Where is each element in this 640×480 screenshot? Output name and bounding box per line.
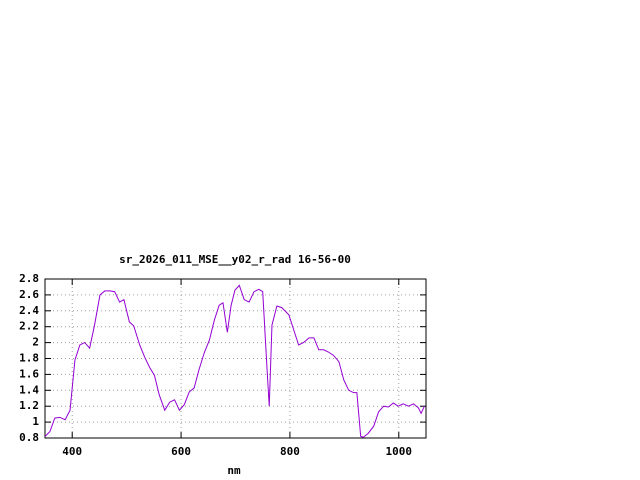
- y-tick-label: 2: [32, 336, 39, 349]
- y-tick-label: 2.4: [19, 304, 39, 317]
- x-tick-label: 600: [171, 445, 191, 458]
- x-axis-label: nm: [227, 464, 241, 477]
- y-tick-label: 0.8: [19, 431, 39, 444]
- y-tick-label: 1: [32, 415, 39, 428]
- y-tick-label: 2.2: [19, 320, 39, 333]
- chart-title: sr_2026_011_MSE__y02_r_rad 16-56-00: [119, 253, 351, 266]
- data-line: [44, 284, 425, 438]
- y-tick-label: 1.2: [19, 399, 39, 412]
- x-tick-label: 1000: [386, 445, 413, 458]
- y-tick-label: 1.6: [19, 367, 39, 380]
- y-tick-label: 2.6: [19, 288, 39, 301]
- x-tick-label: 400: [62, 445, 82, 458]
- y-tick-label: 2.8: [19, 272, 39, 285]
- plot-border: [44, 278, 427, 439]
- y-tick-label: 1.4: [19, 383, 39, 396]
- y-tick-label: 1.8: [19, 352, 39, 365]
- x-tick-label: 800: [280, 445, 300, 458]
